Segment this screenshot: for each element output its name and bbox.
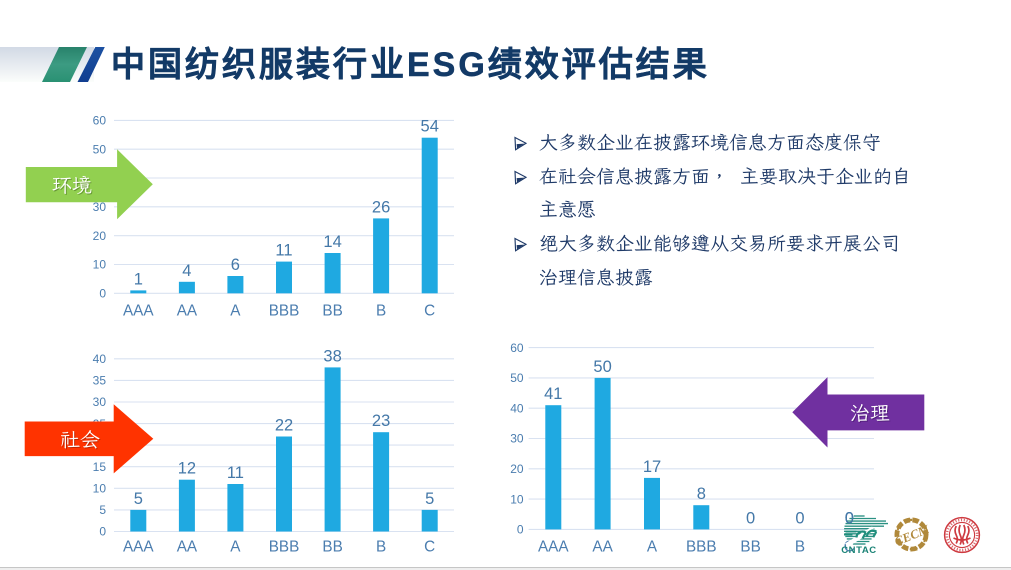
svg-text:15: 15 (93, 460, 107, 474)
svg-text:4: 4 (182, 262, 191, 280)
svg-text:54: 54 (421, 118, 439, 136)
svg-text:A: A (230, 303, 241, 320)
svg-text:治理: 治理 (851, 404, 891, 426)
svg-text:5: 5 (134, 490, 143, 508)
svg-text:23: 23 (372, 412, 390, 430)
svg-text:社会: 社会 (61, 431, 101, 453)
svg-text:B: B (795, 539, 805, 556)
svg-text:AA: AA (592, 539, 613, 556)
svg-text:B: B (376, 539, 386, 556)
svg-text:0: 0 (746, 509, 755, 527)
svg-text:AAA: AAA (538, 539, 569, 556)
svg-text:40: 40 (510, 401, 524, 415)
svg-text:AA: AA (177, 303, 198, 320)
svg-text:8: 8 (697, 485, 706, 503)
svg-text:10: 10 (93, 482, 107, 496)
svg-text:30: 30 (510, 432, 524, 446)
svg-text:BBB: BBB (269, 303, 300, 320)
svg-text:38: 38 (323, 347, 341, 365)
svg-text:60: 60 (510, 341, 524, 355)
svg-text:35: 35 (93, 374, 107, 388)
svg-text:0: 0 (795, 509, 804, 527)
svg-text:B: B (376, 303, 386, 320)
svg-text:0: 0 (845, 509, 854, 527)
svg-text:0: 0 (99, 525, 106, 539)
svg-text:C: C (424, 303, 435, 320)
svg-text:C: C (424, 539, 435, 556)
svg-text:5: 5 (99, 503, 106, 517)
svg-text:26: 26 (372, 198, 390, 216)
svg-text:11: 11 (275, 242, 292, 260)
svg-text:5: 5 (425, 490, 434, 508)
svg-text:社会: 社会 (60, 430, 100, 452)
svg-text:治理: 治理 (850, 403, 890, 425)
svg-text:C: C (844, 539, 855, 556)
svg-text:BBB: BBB (269, 539, 300, 556)
svg-text:AAA: AAA (123, 539, 154, 556)
svg-text:BB: BB (322, 303, 342, 320)
svg-text:20: 20 (93, 229, 107, 243)
svg-text:50: 50 (593, 358, 611, 376)
svg-text:10: 10 (93, 258, 107, 272)
svg-text:60: 60 (93, 114, 107, 128)
svg-text:1: 1 (134, 270, 143, 288)
svg-text:41: 41 (544, 385, 562, 403)
svg-text:CNTAC: CNTAC (841, 545, 877, 556)
svg-text:0: 0 (99, 287, 106, 301)
svg-text:AA: AA (177, 539, 198, 556)
svg-text:10: 10 (510, 492, 524, 506)
svg-text:BB: BB (322, 539, 342, 556)
svg-text:BBB: BBB (686, 539, 717, 556)
svg-text:0: 0 (517, 523, 524, 537)
svg-text:环境: 环境 (52, 175, 92, 197)
svg-text:环境: 环境 (53, 176, 93, 198)
svg-text:30: 30 (93, 395, 107, 409)
svg-text:14: 14 (323, 233, 341, 251)
svg-text:12: 12 (178, 460, 196, 478)
svg-text:AAA: AAA (123, 303, 154, 320)
svg-text:A: A (230, 539, 241, 556)
svg-text:22: 22 (275, 417, 293, 435)
svg-text:50: 50 (93, 142, 107, 156)
svg-text:17: 17 (643, 458, 661, 476)
svg-text:30: 30 (93, 200, 107, 214)
svg-text:BB: BB (740, 539, 760, 556)
svg-text:0: 0 (845, 509, 854, 527)
svg-text:A: A (647, 539, 658, 556)
svg-text:50: 50 (510, 371, 524, 385)
svg-text:20: 20 (510, 462, 524, 476)
svg-text:11: 11 (227, 464, 244, 482)
svg-text:6: 6 (231, 256, 240, 274)
svg-text:40: 40 (93, 352, 107, 366)
